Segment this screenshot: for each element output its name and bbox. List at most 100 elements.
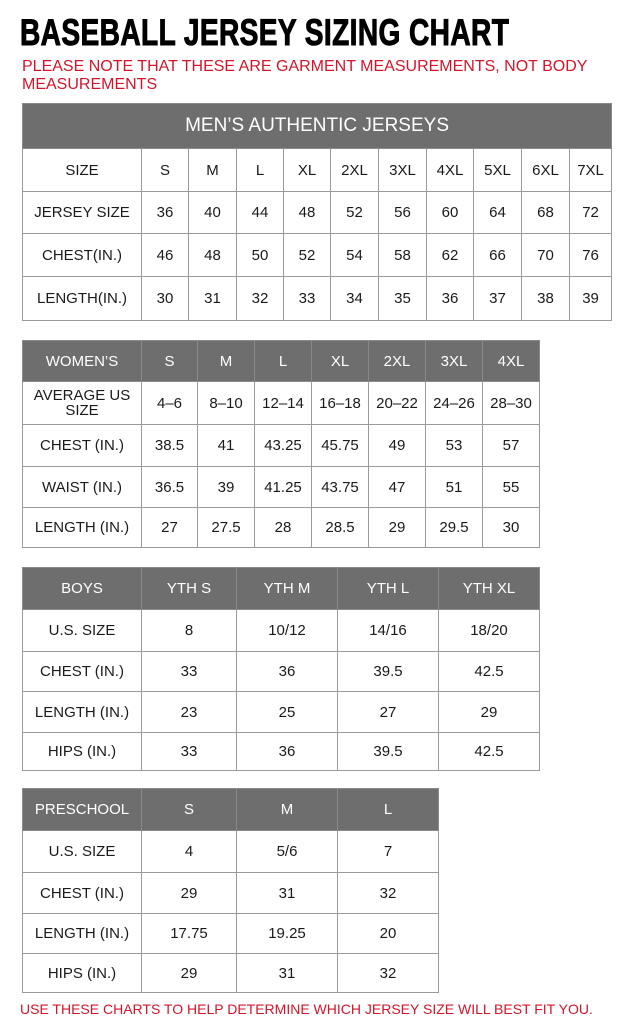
- size-header-cell: 3XL: [378, 148, 427, 192]
- table-row: LENGTH (IN.) 23 25 27 29: [22, 691, 540, 733]
- measurement-cell: 49: [368, 424, 426, 467]
- size-header-cell: 6XL: [521, 148, 570, 192]
- table-row: AVERAGE US SIZE 4–6 8–10 12–14 16–18 20–22 24–…: [22, 381, 540, 425]
- measurement-cell: 33: [141, 651, 237, 692]
- table-row: HIPS (IN.) 29 31 32: [22, 953, 439, 993]
- row-label-cell: HIPS (IN.): [22, 953, 142, 993]
- measurement-cell: 46: [141, 233, 189, 277]
- table-header-row: WOMEN’S S M L XL 2XL 3XL 4XL: [22, 340, 540, 382]
- measurement-cell: 32: [337, 872, 439, 914]
- row-label-cell: LENGTH(IN.): [22, 276, 142, 321]
- measurement-cell: 35: [378, 276, 427, 321]
- measurement-cell: 62: [426, 233, 474, 277]
- table-row: WAIST (IN.) 36.5 39 41.25 43.75 47 51 55: [22, 466, 540, 508]
- measurement-cell: 31: [236, 953, 338, 993]
- table-row: JERSEY SIZE 36 40 44 48 52 56 60 64 68 72: [22, 191, 613, 234]
- measurement-cell: 24–26: [425, 381, 483, 425]
- measurement-cell: 39.5: [337, 651, 439, 692]
- boys-size-table: BOYS YTH S YTH M YTH L YTH XL U.S. SIZE 8 10/12…: [22, 567, 540, 771]
- size-header-cell: YTH XL: [438, 567, 540, 610]
- measurement-cell: 27: [141, 507, 198, 548]
- row-label-cell: CHEST (IN.): [22, 424, 142, 467]
- measurement-cell: 31: [188, 276, 237, 321]
- measurement-cell: 57: [482, 424, 540, 467]
- size-header-cell: YTH L: [337, 567, 439, 610]
- row-label-cell: LENGTH (IN.): [22, 691, 142, 733]
- measurement-cell: 52: [283, 233, 331, 277]
- measurement-cell: 8: [141, 609, 237, 652]
- size-header-cell: M: [236, 788, 338, 831]
- size-header-cell: M: [188, 148, 237, 192]
- measurement-cell: 70: [521, 233, 570, 277]
- row-label-cell: U.S. SIZE: [22, 609, 142, 652]
- measurement-cell: 29.5: [425, 507, 483, 548]
- size-header-cell: S: [141, 788, 237, 831]
- measurement-cell: 55: [482, 466, 540, 508]
- row-label-cell: U.S. SIZE: [22, 830, 142, 873]
- table-row: LENGTH(IN.) 30 31 32 33 34 35 36 37 38 39: [22, 276, 613, 321]
- measurement-cell: 27.5: [197, 507, 255, 548]
- measurement-cell: 66: [473, 233, 522, 277]
- size-header-cell: YTH S: [141, 567, 237, 610]
- measurement-cell: 29: [141, 872, 237, 914]
- mens-size-table: MEN’S AUTHENTIC JERSEYS SIZE S M L XL 2XL 3XL 4X…: [21, 103, 613, 321]
- measurement-cell: 36: [426, 276, 474, 321]
- measurement-cell: 28: [254, 507, 312, 548]
- measurement-cell: 40: [188, 191, 237, 234]
- size-header-cell: YTH M: [236, 567, 338, 610]
- womens-size-table: WOMEN’S S M L XL 2XL 3XL 4XL AVERAGE US SIZE 4–6 8…: [22, 340, 540, 548]
- table-row: CHEST (IN.) 38.5 41 43.25 45.75 49 53 57: [22, 424, 540, 467]
- size-header-cell: L: [236, 148, 284, 192]
- measurement-cell: 52: [330, 191, 379, 234]
- measurement-cell: 30: [141, 276, 189, 321]
- size-header-cell: 5XL: [473, 148, 522, 192]
- measurement-cell: 48: [188, 233, 237, 277]
- row-label-cell: CHEST (IN.): [22, 651, 142, 692]
- measurement-cell: 44: [236, 191, 284, 234]
- measurement-cell: 31: [236, 872, 338, 914]
- size-header-cell: L: [254, 340, 312, 382]
- measurement-cell: 27: [337, 691, 439, 733]
- size-header-cell: S: [141, 148, 189, 192]
- row-label-cell: BOYS: [22, 567, 142, 610]
- measurement-cell: 30: [482, 507, 540, 548]
- size-header-cell: 3XL: [425, 340, 483, 382]
- measurement-cell: 16–18: [311, 381, 369, 425]
- size-header-cell: S: [141, 340, 198, 382]
- table-row: HIPS (IN.) 33 36 39.5 42.5: [22, 732, 540, 771]
- measurement-cell: 60: [426, 191, 474, 234]
- measurement-cell: 18/20: [438, 609, 540, 652]
- measurement-cell: 28.5: [311, 507, 369, 548]
- measurement-cell: 37: [473, 276, 522, 321]
- page-title: BASEBALL JERSEY SIZING CHART: [20, 12, 510, 54]
- size-header-cell: 7XL: [568, 148, 613, 192]
- size-header-cell: XL: [283, 148, 331, 192]
- measurement-cell: 58: [378, 233, 427, 277]
- measurement-cell: 29: [368, 507, 426, 548]
- measurement-cell: 14/16: [337, 609, 439, 652]
- table-header-row: PRESCHOOL S M L: [22, 788, 439, 831]
- row-label-cell: WOMEN’S: [22, 340, 142, 382]
- measurement-cell: 29: [141, 953, 237, 993]
- measurement-cell: 53: [425, 424, 483, 467]
- measurement-cell: 51: [425, 466, 483, 508]
- row-label-cell: CHEST (IN.): [22, 872, 142, 914]
- row-label-cell: PRESCHOOL: [22, 788, 142, 831]
- preschool-size-table: PRESCHOOL S M L U.S. SIZE 4 5/6 7 CHEST (IN.) 29 3…: [22, 788, 439, 993]
- garment-measurement-note: PLEASE NOTE THAT THESE ARE GARMENT MEASU…: [22, 58, 588, 93]
- measurement-cell: 12–14: [254, 381, 312, 425]
- measurement-cell: 7: [337, 830, 439, 873]
- measurement-cell: 8–10: [197, 381, 255, 425]
- size-header-cell: M: [197, 340, 255, 382]
- row-label-cell: SIZE: [22, 148, 142, 192]
- size-header-cell: XL: [311, 340, 369, 382]
- table-banner-row: MEN’S AUTHENTIC JERSEYS: [21, 103, 613, 149]
- measurement-cell: 39: [197, 466, 255, 508]
- table-title: MEN’S AUTHENTIC JERSEYS: [21, 103, 613, 149]
- table-header-row: BOYS YTH S YTH M YTH L YTH XL: [22, 567, 540, 610]
- measurement-cell: 32: [236, 276, 284, 321]
- footer-note: USE THESE CHARTS TO HELP DETERMINE WHICH…: [20, 1001, 593, 1017]
- measurement-cell: 45.75: [311, 424, 369, 467]
- measurement-cell: 72: [568, 191, 613, 234]
- table-row: U.S. SIZE 4 5/6 7: [22, 830, 439, 873]
